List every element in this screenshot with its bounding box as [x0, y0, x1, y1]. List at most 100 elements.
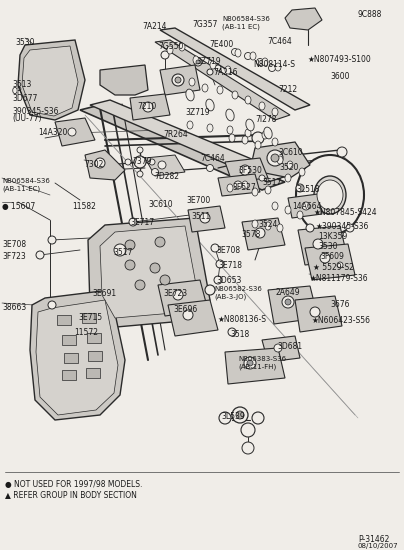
Text: N806584-S36: N806584-S36: [2, 178, 50, 184]
Ellipse shape: [227, 126, 233, 134]
Circle shape: [194, 58, 202, 66]
Ellipse shape: [179, 43, 185, 51]
Ellipse shape: [314, 176, 346, 214]
Ellipse shape: [272, 108, 278, 116]
Text: ● 15607: ● 15607: [2, 202, 35, 211]
Text: (AB-3-JO): (AB-3-JO): [214, 293, 246, 300]
Circle shape: [252, 132, 264, 144]
Ellipse shape: [287, 161, 293, 169]
Circle shape: [252, 412, 264, 424]
Text: 9C888: 9C888: [357, 10, 381, 19]
Bar: [62, 335, 76, 345]
Circle shape: [143, 102, 153, 112]
Polygon shape: [22, 46, 78, 116]
Ellipse shape: [277, 156, 283, 164]
Bar: [88, 351, 102, 361]
Ellipse shape: [259, 102, 265, 110]
Polygon shape: [130, 94, 170, 120]
Ellipse shape: [255, 141, 261, 149]
Text: ★390345-S36: ★390345-S36: [316, 222, 369, 231]
Polygon shape: [155, 40, 290, 120]
Text: 3511: 3511: [191, 212, 210, 221]
Circle shape: [200, 213, 210, 223]
Polygon shape: [225, 158, 268, 182]
Ellipse shape: [235, 49, 241, 57]
Bar: [62, 370, 76, 380]
Text: ▲ REFER GROUP IN BODY SECTION: ▲ REFER GROUP IN BODY SECTION: [5, 490, 137, 499]
Circle shape: [337, 147, 347, 157]
Text: 3L539: 3L539: [221, 412, 245, 421]
Text: 3L518: 3L518: [296, 185, 320, 194]
Polygon shape: [30, 290, 125, 420]
Circle shape: [158, 161, 166, 169]
Circle shape: [306, 224, 314, 232]
Circle shape: [137, 171, 143, 177]
Circle shape: [241, 423, 255, 437]
Circle shape: [313, 239, 323, 249]
Text: ★ 5529-S2: ★ 5529-S2: [313, 263, 354, 272]
Text: 3E708: 3E708: [216, 246, 240, 255]
Ellipse shape: [277, 224, 283, 232]
Polygon shape: [305, 244, 355, 280]
Text: 7A214: 7A214: [142, 22, 166, 31]
Text: 3D653: 3D653: [216, 276, 241, 285]
Ellipse shape: [229, 134, 235, 142]
Text: N806584-S36: N806584-S36: [222, 16, 270, 22]
Circle shape: [125, 240, 135, 250]
Polygon shape: [100, 226, 198, 318]
Ellipse shape: [252, 220, 258, 228]
Polygon shape: [18, 40, 85, 120]
Circle shape: [337, 262, 343, 268]
Text: 3676: 3676: [330, 300, 349, 309]
Polygon shape: [160, 65, 200, 95]
Circle shape: [175, 77, 181, 83]
Polygon shape: [145, 155, 185, 176]
Circle shape: [285, 299, 291, 305]
Text: 11572: 11572: [74, 328, 98, 337]
Ellipse shape: [299, 168, 305, 176]
Bar: [86, 368, 100, 378]
Text: 08/10/2007: 08/10/2007: [358, 543, 399, 549]
Ellipse shape: [242, 181, 248, 189]
Ellipse shape: [297, 211, 303, 219]
Ellipse shape: [226, 109, 234, 121]
Circle shape: [207, 69, 213, 75]
Ellipse shape: [246, 119, 254, 131]
Bar: [64, 353, 78, 363]
Text: ★N807493-S100: ★N807493-S100: [308, 55, 372, 64]
Bar: [82, 313, 96, 323]
Polygon shape: [298, 226, 348, 265]
Text: 3D677: 3D677: [12, 94, 38, 103]
Text: ★N811179-S36: ★N811179-S36: [309, 274, 368, 283]
Text: OR: OR: [12, 87, 23, 96]
Text: 3530: 3530: [318, 242, 337, 251]
Ellipse shape: [262, 131, 268, 139]
Polygon shape: [242, 218, 285, 250]
Ellipse shape: [186, 89, 194, 101]
Polygon shape: [250, 142, 310, 178]
Text: (UU-77): (UU-77): [12, 114, 42, 123]
Text: 3E715: 3E715: [78, 313, 102, 322]
Circle shape: [205, 285, 215, 295]
Ellipse shape: [285, 174, 291, 182]
Ellipse shape: [225, 66, 231, 74]
Ellipse shape: [187, 121, 193, 129]
Circle shape: [155, 237, 165, 247]
Circle shape: [242, 442, 254, 454]
Circle shape: [206, 164, 213, 172]
Text: 3E723: 3E723: [163, 289, 187, 298]
Polygon shape: [285, 8, 322, 30]
Circle shape: [183, 310, 193, 320]
Circle shape: [172, 74, 184, 86]
Text: 3F527: 3F527: [232, 183, 256, 192]
Circle shape: [296, 184, 304, 192]
Circle shape: [152, 168, 158, 175]
Circle shape: [219, 412, 231, 424]
Ellipse shape: [206, 99, 214, 111]
Polygon shape: [85, 150, 125, 180]
Circle shape: [236, 411, 244, 419]
Text: 14A320: 14A320: [38, 128, 67, 137]
Text: (AB-11 EC): (AB-11 EC): [222, 23, 260, 30]
Circle shape: [129, 218, 137, 226]
Text: N806582-S36: N806582-S36: [214, 286, 262, 292]
